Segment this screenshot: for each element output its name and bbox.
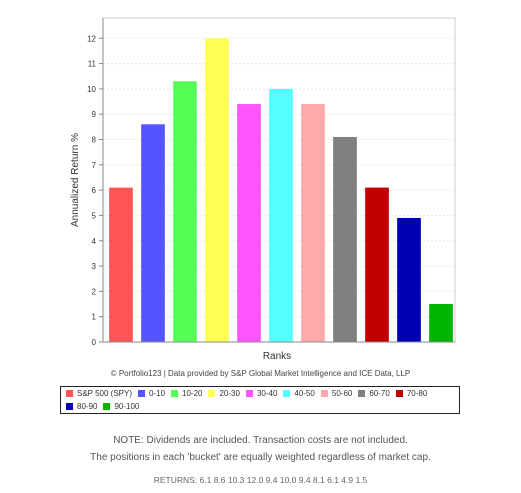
note-weighting: The positions in each 'bucket' are equal… xyxy=(90,452,431,463)
bar-70-80 xyxy=(365,187,389,342)
bar-s-p-500-spy- xyxy=(109,187,133,342)
bar-60-70 xyxy=(333,136,357,342)
y-tick-label: 3 xyxy=(92,262,97,271)
legend-item: 50-60 xyxy=(320,389,353,398)
legend-label: S&P 500 (SPY) xyxy=(77,389,132,398)
legend-item: 60-70 xyxy=(358,389,390,398)
legend-label: 40-50 xyxy=(294,389,315,398)
legend-swatch xyxy=(103,403,111,410)
legend-item: 90-100 xyxy=(103,402,139,411)
y-tick-label: 11 xyxy=(88,60,97,69)
y-tick-label: 6 xyxy=(92,186,97,195)
legend: S&P 500 (SPY) 0-10 10-20 20-30 30-40 40-50 50-… xyxy=(60,386,460,414)
y-tick-label: 2 xyxy=(92,287,97,296)
legend-swatch xyxy=(66,390,73,397)
y-tick-label: 4 xyxy=(92,237,97,246)
legend-label: 90-100 xyxy=(114,402,140,411)
legend-item: 10-20 xyxy=(171,389,202,398)
legend-swatch xyxy=(66,403,73,410)
bars xyxy=(109,38,453,342)
bar-20-30 xyxy=(205,38,229,342)
returns-summary: RETURNS: 6.1 8.6 10.3 12.0 9.4 10.0 9.4 … xyxy=(153,475,368,485)
y-tick-label: 12 xyxy=(87,34,96,43)
legend-swatch xyxy=(395,390,403,397)
y-tick-label: 7 xyxy=(92,161,97,170)
legend-item: 70-80 xyxy=(395,389,428,398)
legend-row: S&P 500 (SPY) 0-10 10-20 20-30 30-40 40-50 50-… xyxy=(61,387,459,400)
legend-swatch xyxy=(283,390,291,397)
legend-swatch xyxy=(138,390,145,397)
legend-label: 20-30 xyxy=(219,389,240,398)
note-dividends: NOTE: Dividends are included. Transactio… xyxy=(113,435,408,446)
legend-label: 60-70 xyxy=(369,389,390,398)
y-tick-label: 1 xyxy=(92,313,97,322)
bar-50-60 xyxy=(301,104,325,342)
legend-item: 30-40 xyxy=(245,389,278,398)
legend-label: 80-90 xyxy=(77,402,98,411)
y-axis-label: Annualized Return % xyxy=(70,133,81,227)
legend-row: 80-90 90-100 xyxy=(61,400,459,413)
legend-swatch xyxy=(208,390,216,397)
bar-30-40 xyxy=(237,104,261,342)
legend-label: 50-60 xyxy=(331,389,353,398)
x-axis-label: Ranks xyxy=(263,351,291,362)
y-tick-label: 9 xyxy=(92,110,97,119)
bar-40-50 xyxy=(269,88,293,342)
bar-0-10 xyxy=(141,124,165,342)
legend-swatch xyxy=(358,390,366,397)
legend-swatch xyxy=(171,390,179,397)
legend-item: 40-50 xyxy=(283,389,315,398)
legend-swatch xyxy=(245,390,253,397)
y-tick-label: 8 xyxy=(92,136,97,145)
legend-label: 30-40 xyxy=(256,389,278,398)
bar-90-100 xyxy=(429,304,453,342)
legend-item: 20-30 xyxy=(208,389,240,398)
legend-label: 70-80 xyxy=(406,389,428,398)
legend-swatch xyxy=(320,390,328,397)
y-tick-label: 10 xyxy=(87,85,96,94)
bar-80-90 xyxy=(397,217,421,342)
legend-item: 0-10 xyxy=(138,389,165,398)
bar-10-20 xyxy=(173,81,197,342)
legend-item: S&P 500 (SPY) xyxy=(66,389,132,398)
legend-item: 80-90 xyxy=(66,402,97,411)
y-tick-label: 5 xyxy=(92,211,97,220)
y-tick-label: 0 xyxy=(92,338,97,347)
data-credit: © Portfolio123 | Data provided by S&P Gl… xyxy=(110,369,411,378)
legend-label: 10-20 xyxy=(182,389,203,398)
legend-label: 0-10 xyxy=(149,389,166,398)
